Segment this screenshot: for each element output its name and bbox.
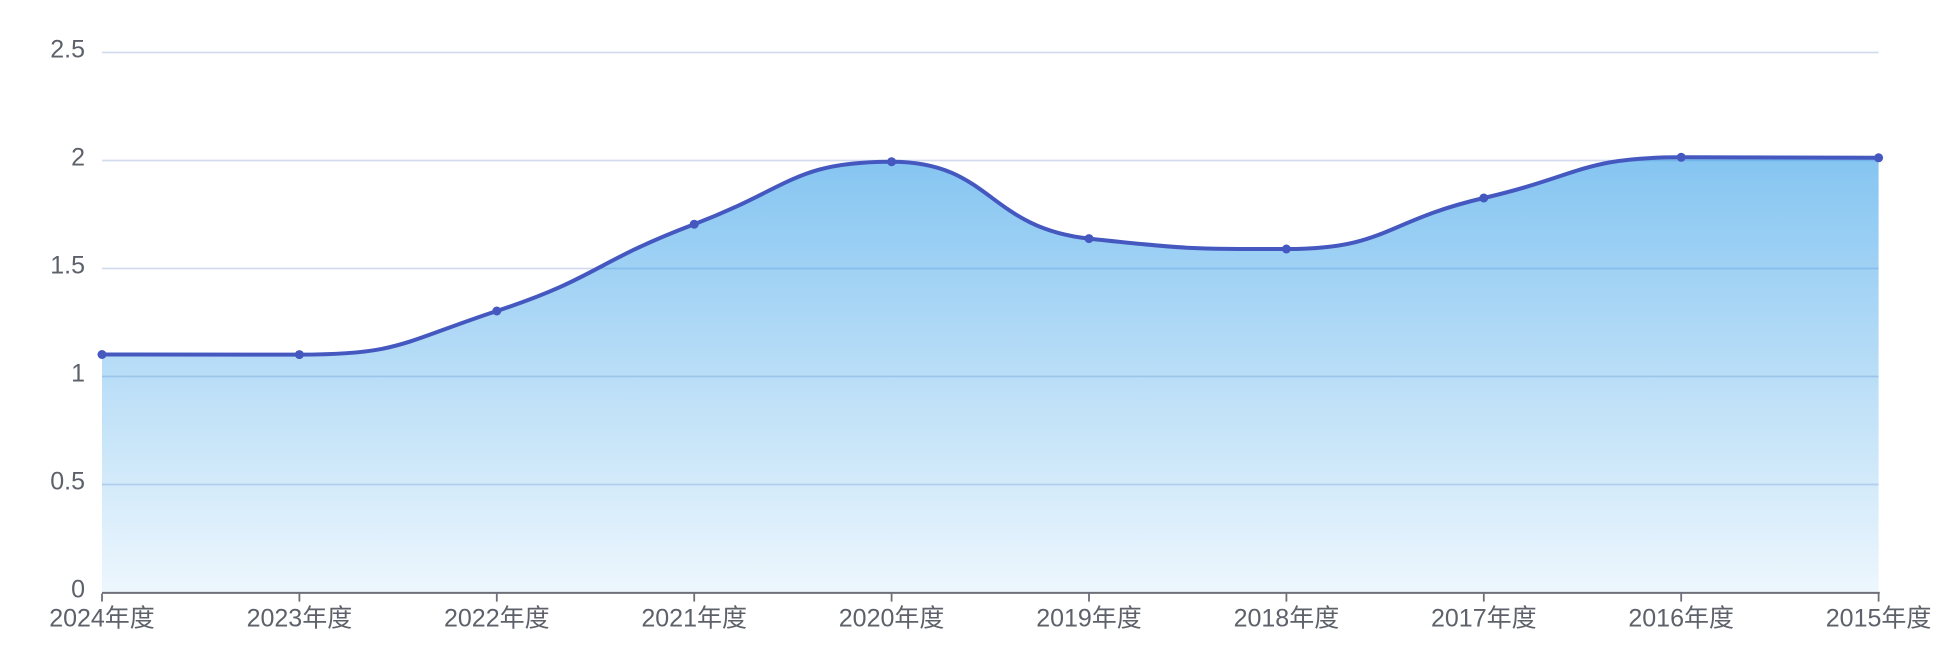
svg-text:2018年度: 2018年度 — [1234, 605, 1340, 633]
svg-text:0: 0 — [71, 576, 85, 604]
svg-text:2022年度: 2022年度 — [444, 605, 550, 633]
svg-text:1: 1 — [71, 360, 85, 388]
svg-text:2021年度: 2021年度 — [641, 605, 747, 633]
svg-text:2017年度: 2017年度 — [1431, 605, 1537, 633]
svg-text:2015年度: 2015年度 — [1826, 605, 1932, 633]
svg-text:2024年度: 2024年度 — [49, 605, 155, 633]
svg-text:1.5: 1.5 — [50, 252, 85, 280]
svg-text:2: 2 — [71, 144, 85, 172]
svg-text:2.5: 2.5 — [50, 36, 85, 64]
svg-text:2020年度: 2020年度 — [839, 605, 945, 633]
svg-text:2016年度: 2016年度 — [1628, 605, 1734, 633]
svg-text:0.5: 0.5 — [50, 468, 85, 496]
svg-text:2019年度: 2019年度 — [1036, 605, 1142, 633]
svg-text:2023年度: 2023年度 — [247, 605, 353, 633]
